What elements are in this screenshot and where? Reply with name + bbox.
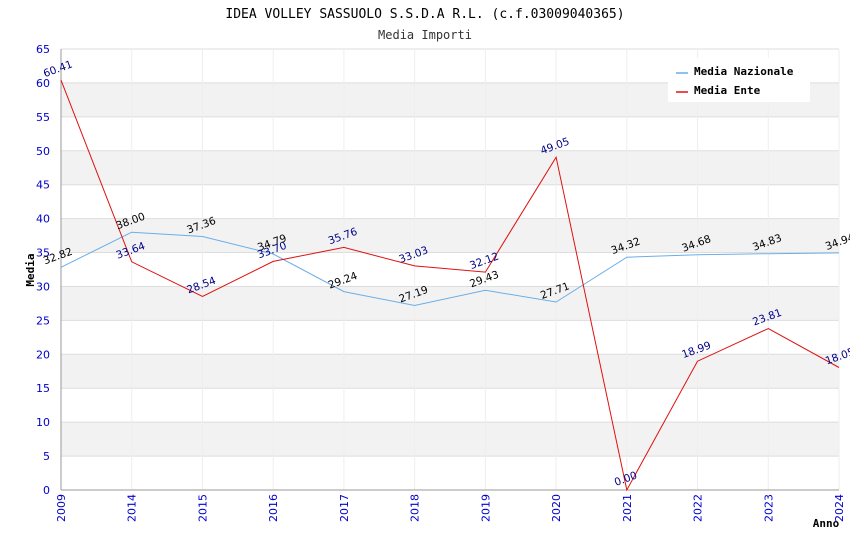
bg-band (61, 354, 839, 389)
data-label-media-ente: 60.41 (42, 59, 74, 81)
x-tick-label: 2018 (409, 494, 422, 522)
legend-box (668, 58, 810, 102)
y-tick-label: 25 (36, 314, 50, 327)
y-tick-label: 35 (36, 247, 50, 260)
bg-band (61, 422, 839, 457)
y-tick-label: 0 (43, 484, 50, 497)
y-tick-label: 50 (36, 145, 50, 158)
y-tick-label: 5 (43, 450, 50, 463)
y-tick-label: 65 (36, 43, 50, 56)
x-tick-label: 2016 (267, 494, 280, 522)
y-tick-label: 10 (36, 416, 50, 429)
series-line-media-nazionale (60, 231, 840, 307)
y-tick-label: 40 (36, 213, 50, 226)
series-line-media-ente (60, 79, 840, 492)
x-tick-label: 2021 (621, 494, 634, 522)
bg-band (61, 218, 839, 253)
x-tick-labels: 2009 2014 2015 2016 2017 2018 2019 2020 2021 2022… (55, 494, 846, 522)
x-axis-title: Anno (813, 517, 840, 530)
legend-label-media-nazionale: Media Nazionale (694, 65, 794, 78)
bg-band (61, 286, 839, 321)
x-tick-label: 2024 (833, 494, 846, 522)
y-tick-label: 20 (36, 348, 50, 361)
legend-label-media-ente: Media Ente (694, 84, 761, 97)
y-tick-label: 30 (36, 280, 50, 293)
series-lines (60, 79, 840, 492)
x-tick-label: 2019 (479, 494, 492, 522)
y-tick-label: 45 (36, 179, 50, 192)
y-tick-labels: 0 5 10 15 20 25 30 35 40 45 50 55 60 65 (36, 43, 50, 497)
chart-title: IDEA VOLLEY SASSUOLO S.S.D.A R.L. (c.f.0… (225, 7, 624, 22)
x-tick-label: 2014 (126, 494, 139, 522)
y-tick-label: 60 (36, 77, 50, 90)
gridlines (60, 48, 840, 491)
y-tick-label: 55 (36, 111, 50, 124)
chart-subtitle: Media Importi (378, 28, 472, 42)
x-tick-label: 2020 (550, 494, 563, 522)
x-tick-label: 2009 (55, 494, 68, 522)
x-tick-label: 2017 (338, 494, 351, 522)
y-tick-label: 15 (36, 382, 50, 395)
x-tick-label: 2022 (692, 494, 705, 522)
x-tick-label: 2023 (762, 494, 775, 522)
bg-band (61, 150, 839, 185)
x-tick-label: 2015 (196, 494, 209, 522)
axes (60, 49, 839, 491)
y-axis-title: Media (24, 253, 37, 286)
legend: Media Nazionale Media Ente (668, 58, 810, 102)
